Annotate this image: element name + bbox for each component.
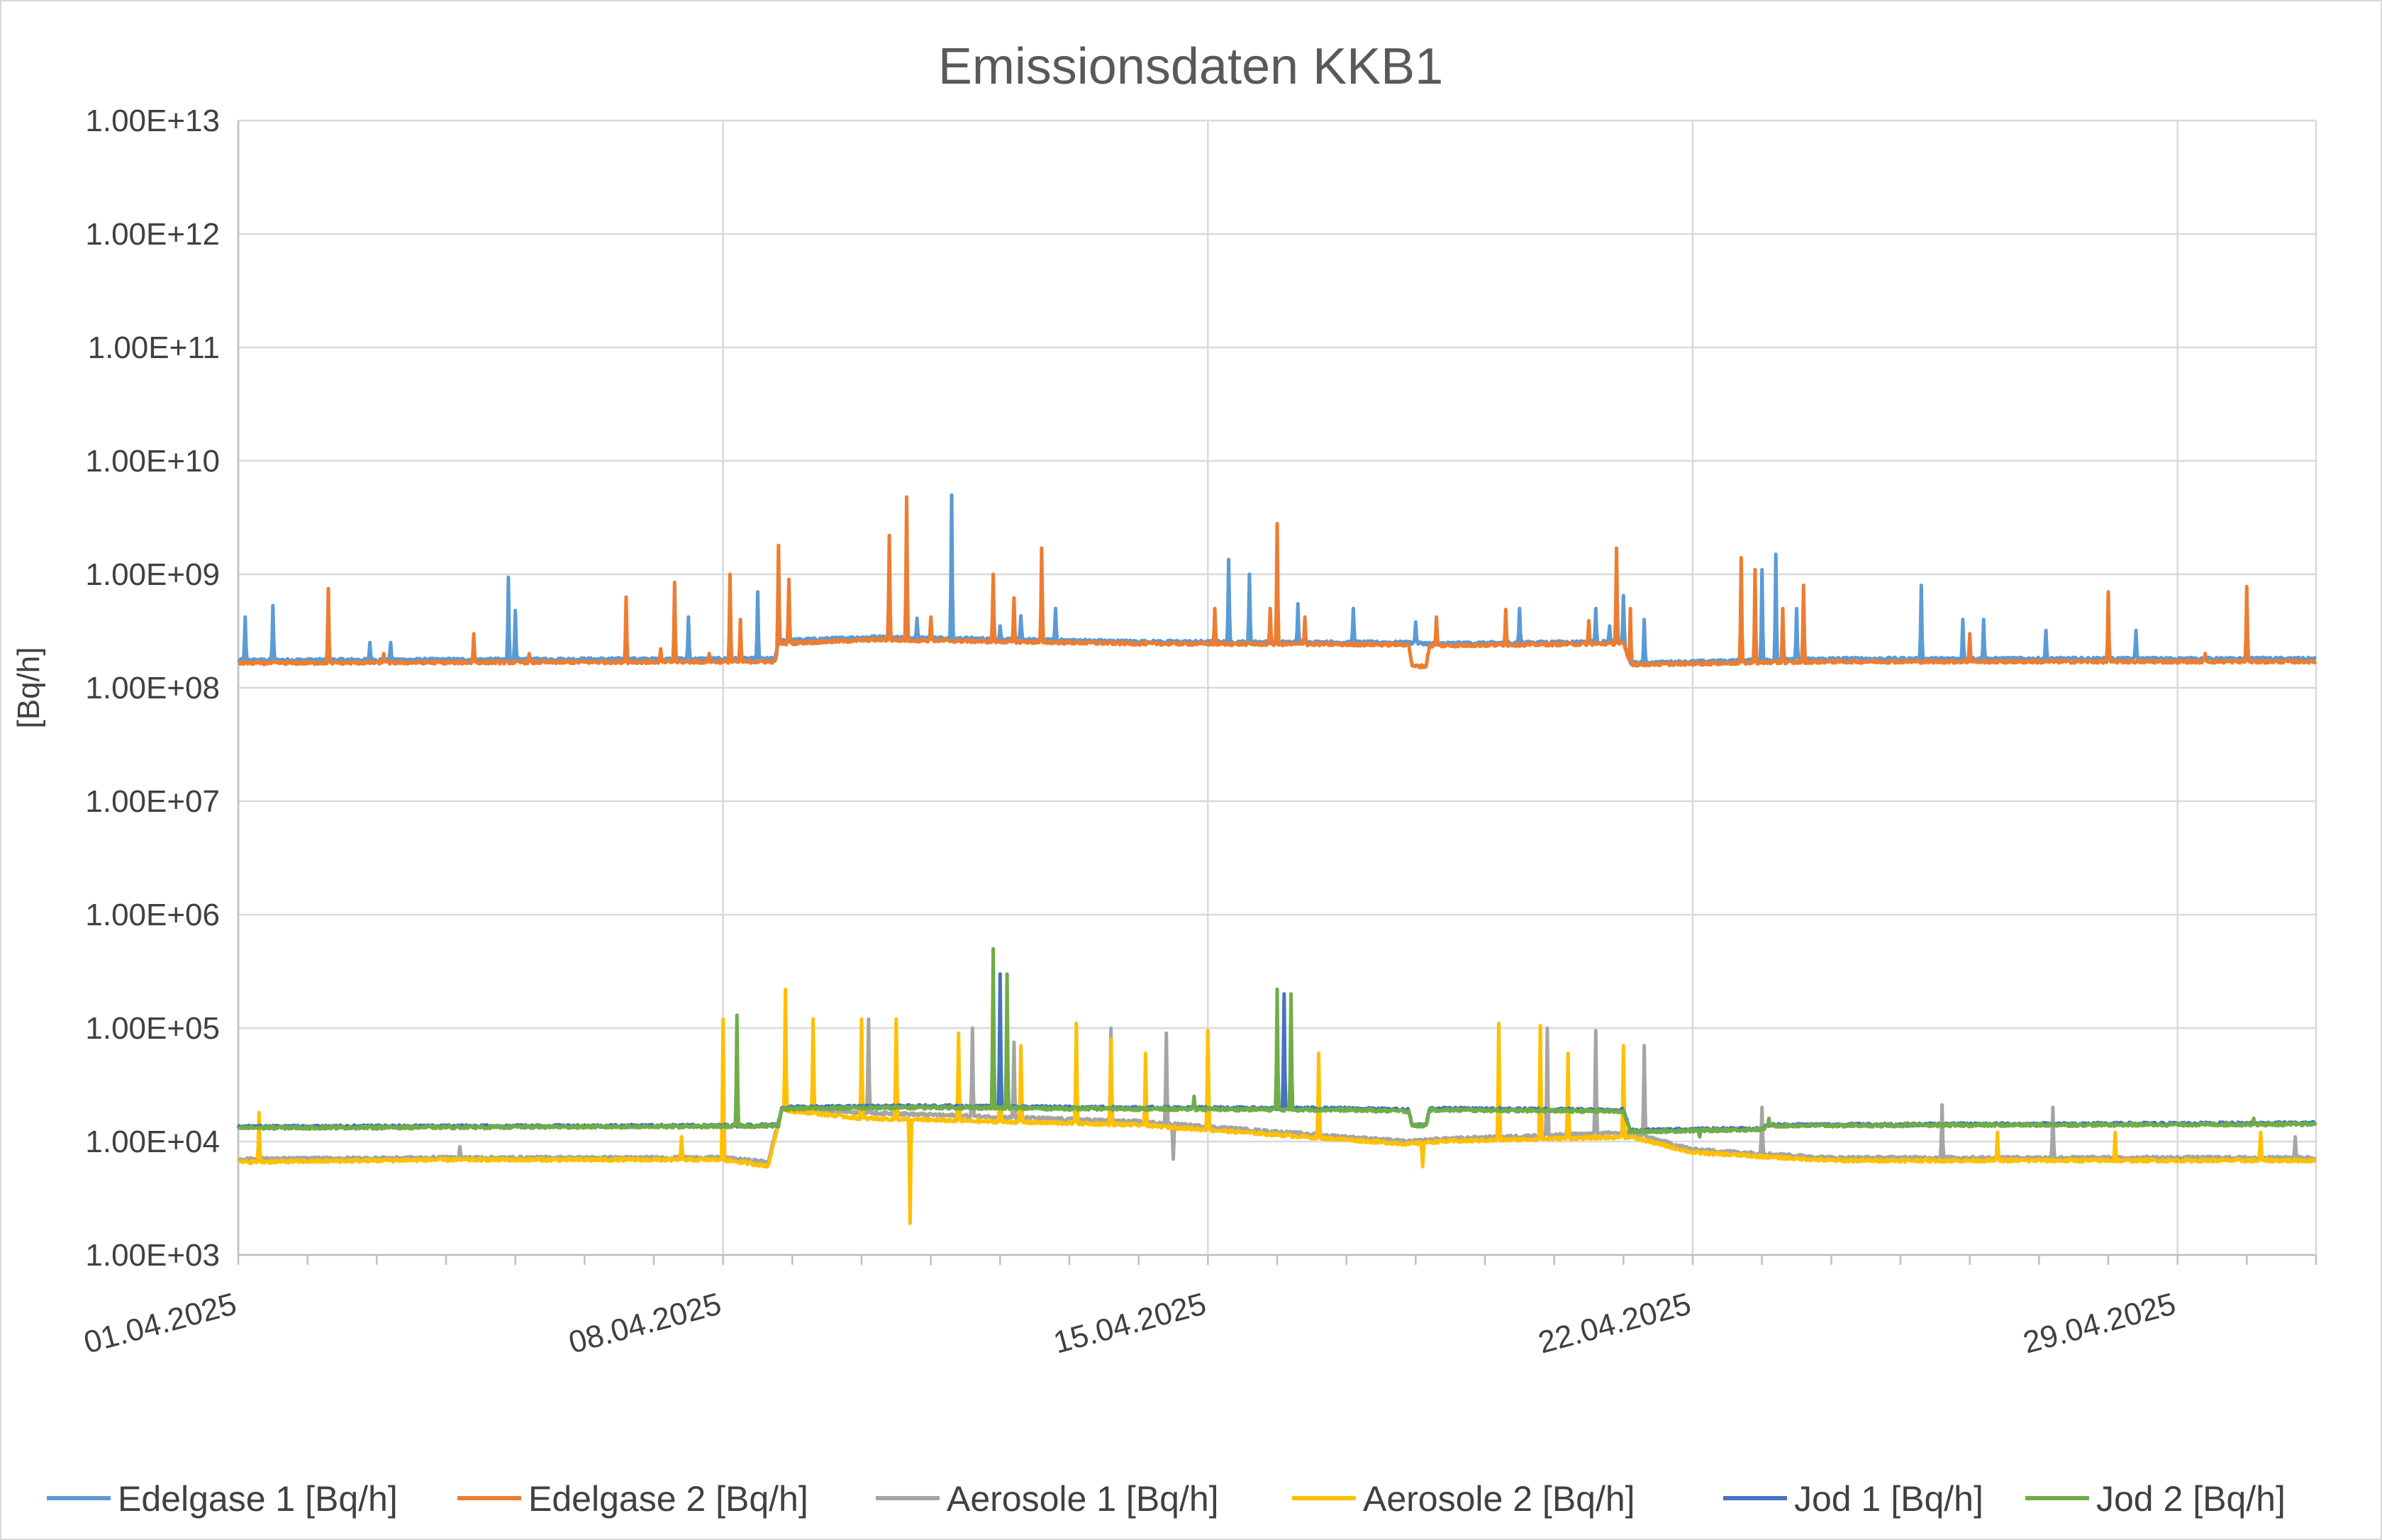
series-line [237, 495, 2317, 670]
legend-label: Jod 1 [Bq/h] [1794, 1479, 1983, 1519]
chart-title: Emissionsdaten KKB1 [938, 38, 1443, 95]
legend-label: Aerosole 1 [Bq/h] [947, 1479, 1219, 1519]
series-layer [236, 493, 2317, 1225]
series-line [237, 1017, 2317, 1165]
legend-label: Jod 2 [Bq/h] [2096, 1479, 2286, 1519]
y-tick-label: 1.00E+06 [85, 898, 220, 932]
y-tick-labels: 1.00E+03 1.00E+04 1.00E+05 1.00E+06 1.00E+07… [85, 104, 220, 1273]
y-tick-label: 1.00E+05 [85, 1011, 220, 1046]
legend-label: Aerosole 2 [Bq/h] [1363, 1479, 1635, 1519]
legend-label: Edelgase 2 [Bq/h] [528, 1479, 808, 1519]
legend-label: Edelgase 1 [Bq/h] [118, 1479, 398, 1519]
y-tick-label: 1.00E+12 [85, 217, 220, 252]
y-tick-label: 1.00E+08 [85, 671, 220, 705]
series-line [236, 987, 2317, 1225]
grid-layer [237, 119, 2317, 1265]
y-tick-label: 1.00E+13 [85, 104, 220, 138]
y-tick-label: 1.00E+04 [85, 1125, 220, 1159]
y-tick-label: 1.00E+09 [85, 557, 220, 592]
y-tick-label: 1.00E+07 [85, 784, 220, 819]
y-axis-label: [Bq/h] [11, 647, 46, 729]
y-tick-label: 1.00E+03 [85, 1238, 220, 1273]
y-tick-label: 1.00E+11 [88, 330, 220, 365]
y-tick-label: 1.00E+10 [85, 444, 220, 479]
series-line [236, 947, 2317, 1139]
legend: Edelgase 1 [Bq/h] Edelgase 2 [Bq/h] Aeroso… [47, 1479, 2286, 1519]
